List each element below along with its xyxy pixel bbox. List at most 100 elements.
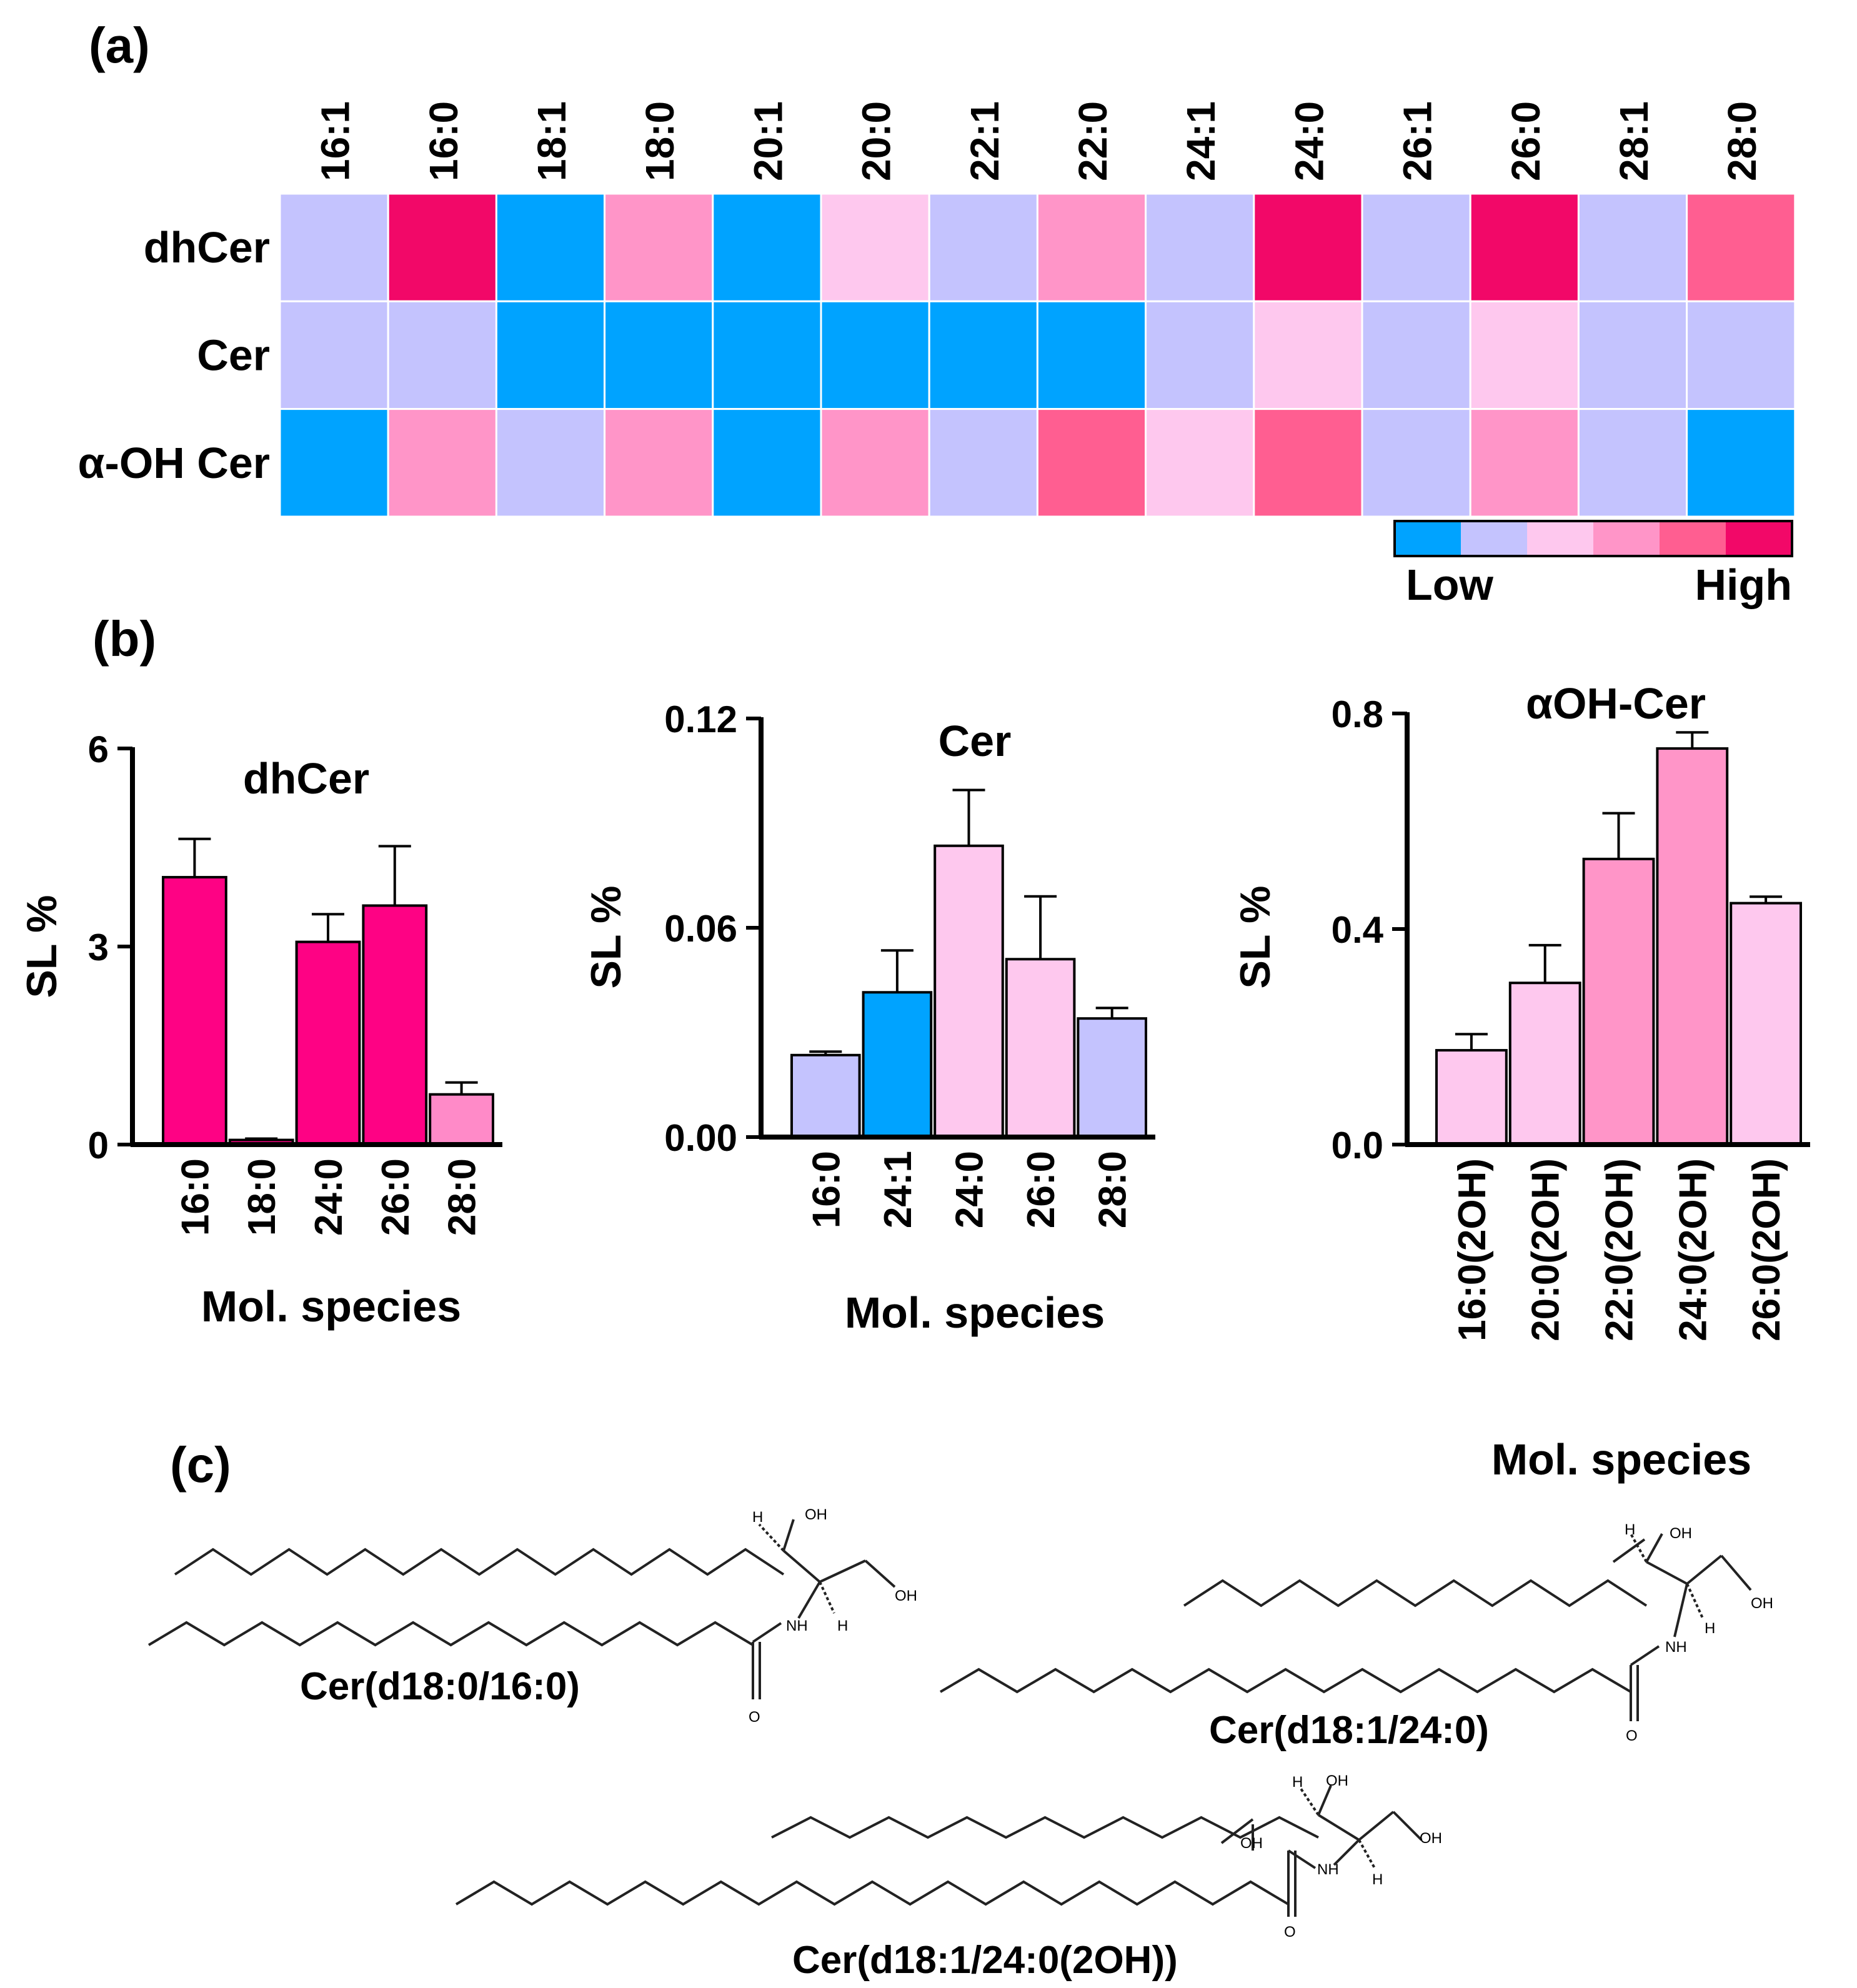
atom-alpha-oh: OH [1240, 1835, 1263, 1852]
heatmap: 16:1 16:0 18:1 18:0 20:1 20:0 22:1 22:0 24:1 24:0… [77, 101, 1796, 609]
heatmap-cell [1469, 300, 1580, 410]
y-tick-label: 0.4 [1332, 909, 1384, 951]
c3-oh-bond [1645, 1533, 1663, 1563]
heatmap-cell [495, 192, 606, 302]
heatmap-row-label: Cer [197, 331, 270, 379]
heatmap-cell [1253, 408, 1363, 518]
c2-c1-bond [1686, 1554, 1723, 1585]
chart-title: αOH-Cer [1526, 679, 1706, 728]
heatmap-cell [928, 300, 1038, 410]
bar [1435, 1049, 1508, 1146]
structure-cer-d18-1-24-0-2oh [455, 1785, 1423, 1917]
heatmap-cell [820, 300, 930, 410]
atom-nh: NH [1317, 1861, 1339, 1878]
structure-cer-d18-0-16-0 [147, 1519, 896, 1699]
heatmap-cell [1577, 408, 1688, 518]
sphingoid-chain [174, 1548, 785, 1576]
atom-o: O [1284, 1924, 1296, 1941]
y-tick-label: 6 [88, 728, 109, 770]
structure-atoms-2: OH OH H H NH O [1625, 1521, 1773, 1744]
bar [862, 991, 933, 1138]
chart-title: dhCer [243, 754, 369, 803]
heatmap-cell [279, 408, 389, 518]
heatmap-column-label: 22:1 [962, 101, 1007, 181]
c2-n-bond [1673, 1583, 1688, 1638]
heatmap-column-label: 16:1 [313, 101, 358, 181]
heatmap-cell [604, 300, 714, 410]
x-tick-label: 24:0 [948, 1151, 992, 1228]
atom-h: H [1625, 1521, 1635, 1538]
heatmap-column-label: 20:1 [745, 101, 790, 181]
x-tick-label: 28:0 [1092, 1151, 1135, 1228]
x-axis-title: Mol. species [201, 1282, 461, 1331]
bar [362, 904, 428, 1146]
x-tick-label: 16:0 [174, 1158, 217, 1236]
structure-cer-d18-1-24-0 [939, 1533, 1752, 1721]
panel-label-b: (b) [92, 611, 156, 667]
y-axis-title: SL % [1232, 885, 1279, 988]
heatmap-cell [1145, 300, 1255, 410]
c3-oh-bond [1317, 1785, 1332, 1816]
x-tick-label: 16:0 [805, 1151, 848, 1228]
heatmap-cell [1577, 192, 1688, 302]
heatmap-cell [1686, 408, 1796, 518]
x-tick-label: 26:0 [1020, 1151, 1063, 1228]
atom-oh: OH [1670, 1525, 1692, 1542]
heatmap-column-label: 18:0 [637, 101, 682, 181]
c3-oh-bond [782, 1519, 795, 1551]
x-tick-label: 28:0 [441, 1158, 484, 1236]
n-c-bond [1630, 1645, 1660, 1666]
c1-oh-bond [1392, 1811, 1423, 1841]
x-tick-label: 16:0(2OH) [1451, 1158, 1494, 1341]
hash-bond-h [758, 1523, 785, 1552]
heatmap-cell [387, 300, 497, 410]
atom-oh: OH [895, 1588, 917, 1604]
heatmap-column-label: 20:0 [854, 101, 899, 181]
bar [295, 940, 361, 1146]
heatmap-column-label: 28:1 [1611, 101, 1656, 181]
x-tick-label: 18:0 [241, 1158, 284, 1236]
structure-atoms-1: OH OH H H NH O [749, 1506, 917, 1726]
x-tick-label: 26:0(2OH) [1745, 1158, 1788, 1341]
color-scale-step [1461, 521, 1527, 556]
heatmap-cell [279, 300, 389, 410]
hash-bond-h2 [819, 1581, 835, 1614]
x-tick-label: 24:0(2OH) [1671, 1158, 1715, 1341]
panel-label-c: (c) [170, 1437, 231, 1493]
bar-chart-cer: 0.00 0.06 0.12 16:0 24:1 24:0 26:0 28:0 Cer SL % M… [582, 698, 1155, 1337]
heatmap-cell [1253, 192, 1363, 302]
bar-chart-aoh-cer: 0.0 0.4 0.8 16:0(2OH) 20:0(2OH) 22:0(2OH) 24:0… [1232, 679, 1810, 1484]
y-tick-label: 3 [88, 927, 109, 968]
hash-bond-h [1298, 1786, 1320, 1816]
color-scale-step [1726, 521, 1792, 556]
x-tick-label: 22:0(2OH) [1598, 1158, 1641, 1341]
x-tick-label: 24:0 [307, 1158, 351, 1236]
y-axis-title: SL % [582, 885, 630, 988]
bar [429, 1093, 495, 1146]
chart-title: Cer [938, 717, 1012, 765]
structure-name-2: Cer(d18:1/24:0) [1209, 1709, 1489, 1752]
x-tick-label: 26:0 [374, 1158, 417, 1236]
c3-c2-bond [1317, 1814, 1360, 1841]
y-tick-label: 0.8 [1332, 693, 1383, 735]
heatmap-column-label: 16:0 [421, 101, 466, 181]
heatmap-cell [928, 408, 1038, 518]
x-axis-title: Mol. species [845, 1288, 1105, 1337]
atom-nh: NH [1665, 1639, 1687, 1656]
heatmap-cell [495, 408, 606, 518]
sphingoid-chain [771, 1816, 1319, 1839]
c1-c1prime-bond [819, 1559, 866, 1583]
atom-h: H [1705, 1620, 1715, 1637]
atom-oh: OH [1751, 1595, 1773, 1612]
y-tick-label: 0.00 [664, 1117, 737, 1159]
atom-oh: OH [805, 1506, 827, 1523]
color-scale-high-label: High [1695, 560, 1792, 609]
heatmap-column-label: 26:1 [1395, 101, 1440, 181]
heatmap-cell [279, 192, 389, 302]
y-tick-label: 0 [88, 1125, 109, 1166]
y-tick-label: 0.12 [664, 698, 737, 740]
heatmap-cell [1145, 192, 1255, 302]
heatmap-cell [1036, 192, 1147, 302]
heatmap-column-label: 28:0 [1720, 101, 1765, 181]
heatmap-cell [1577, 300, 1688, 410]
